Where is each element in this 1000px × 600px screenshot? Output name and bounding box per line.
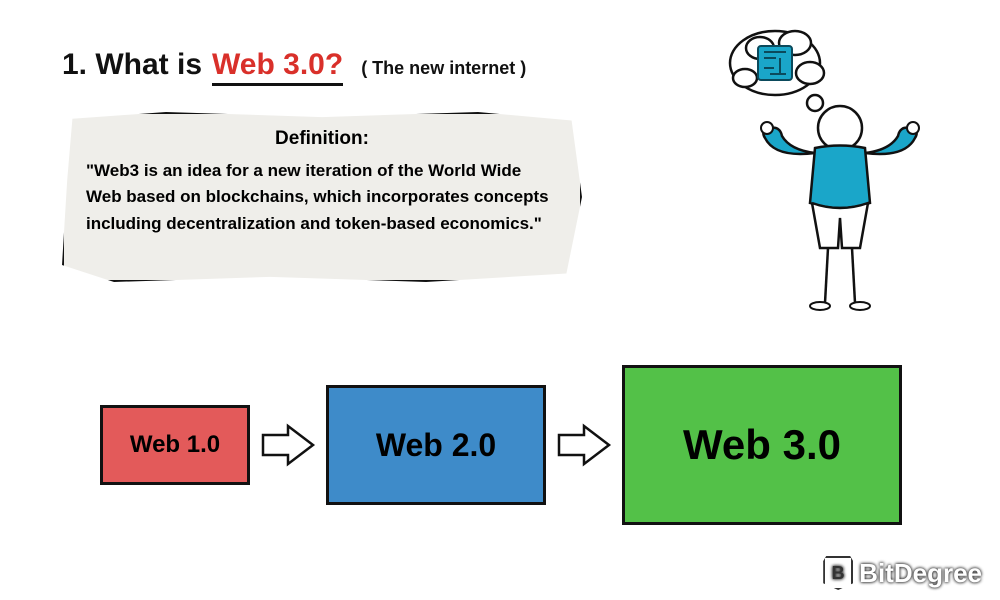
title-highlight: Web 3.0? (212, 48, 343, 86)
flow-label: Web 2.0 (376, 427, 496, 464)
evolution-flow: Web 1.0 Web 2.0 Web 3.0 (100, 360, 920, 530)
watermark-shield-icon: B (823, 556, 853, 590)
head-icon (818, 106, 862, 150)
torso-icon (810, 146, 870, 209)
title-subtitle: ( The new internet ) (361, 58, 526, 79)
definition-heading: Definition: (86, 128, 558, 150)
arrow-icon (258, 420, 318, 470)
shorts-icon (812, 203, 868, 248)
watermark: B BitDegree (823, 556, 982, 590)
flow-label: Web 1.0 (130, 431, 220, 459)
thought-bubble-icon (730, 31, 833, 123)
watermark-text: BitDegree (859, 558, 982, 589)
flow-box-web2: Web 2.0 (326, 385, 546, 505)
definition-box: Definition: "Web3 is an idea for a new i… (62, 112, 582, 282)
shrug-figure (720, 18, 920, 318)
flow-box-web1: Web 1.0 (100, 405, 250, 485)
title-prefix: 1. What is (62, 48, 202, 82)
definition-body: "Web3 is an idea for a new iteration of … (86, 158, 558, 237)
arrow-icon (554, 420, 614, 470)
flow-label: Web 3.0 (683, 421, 841, 469)
flow-box-web3: Web 3.0 (622, 365, 902, 525)
title-row: 1. What is Web 3.0? ( The new internet ) (62, 48, 526, 86)
